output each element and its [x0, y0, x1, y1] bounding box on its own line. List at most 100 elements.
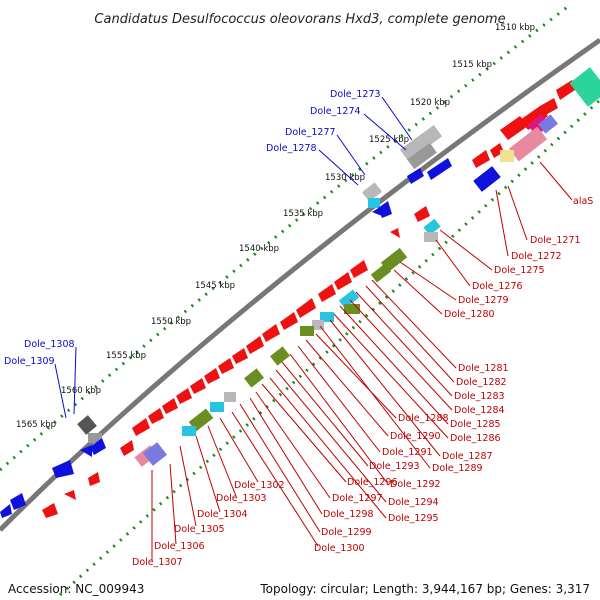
kbp-label: 1520 kbp	[410, 98, 450, 108]
leader-line	[231, 411, 319, 547]
kbp-label: 1530 kbp	[325, 173, 365, 183]
gene-label[interactable]: Dole_1278	[266, 143, 317, 154]
leader-line	[275, 369, 387, 503]
gene-label[interactable]: Dole_1292	[390, 479, 441, 490]
olive-feature	[270, 346, 290, 366]
leader-line	[289, 353, 389, 485]
outer-labels: Dole_1273 Dole_1274 Dole_1277 Dole_1278 …	[4, 89, 381, 367]
gene-label[interactable]: Dole_1300	[314, 543, 365, 554]
kbp-scale: 1510 kbp 1515 kbp 1520 kbp 1525 kbp 1530…	[16, 23, 535, 430]
kbp-label: 1565 kbp	[16, 420, 56, 430]
olive-feature	[188, 408, 214, 432]
grey-feature	[362, 182, 382, 202]
map-title: Candidatus Desulfococcus oleovorans Hxd3…	[94, 12, 505, 27]
reverse-gene	[80, 445, 92, 457]
gene-label[interactable]: Dole_1271	[530, 235, 581, 246]
cyan-feature	[320, 312, 334, 322]
gene-label[interactable]: alaS	[573, 196, 593, 207]
forward-gene	[540, 98, 558, 116]
reverse-gene	[473, 166, 501, 192]
grey-feature	[224, 392, 236, 402]
kbp-label: 1555 kbp	[106, 351, 146, 361]
gene-label[interactable]: Dole_1285	[450, 419, 501, 430]
gene-label[interactable]: Dole_1275	[494, 265, 545, 276]
leader-line	[355, 291, 453, 397]
pink-feature	[500, 150, 514, 162]
forward-gene	[42, 503, 58, 518]
gene-label[interactable]: Dole_1276	[472, 281, 523, 292]
gene-label[interactable]: Dole_1306	[154, 541, 205, 552]
cyan-feature	[423, 218, 441, 236]
gene-label[interactable]: Dole_1303	[216, 493, 267, 504]
leader-line	[349, 299, 453, 411]
gene-label[interactable]: Dole_1295	[388, 513, 439, 524]
leader-line	[315, 333, 397, 419]
outer-features	[0, 124, 452, 518]
leader-line	[73, 346, 77, 415]
kbp-label: 1535 kbp	[283, 209, 323, 219]
gene-label[interactable]: Dole_1273	[330, 89, 381, 100]
grey-feature	[407, 142, 437, 170]
gene-label[interactable]: Dole_1302	[234, 480, 285, 491]
leader-line	[371, 279, 457, 369]
leader-line	[261, 383, 347, 483]
green-feature	[569, 67, 600, 107]
gene-label[interactable]: Dole_1297	[332, 493, 383, 504]
leader-line	[507, 185, 528, 241]
gene-label[interactable]: Dole_1274	[310, 106, 361, 117]
leader-line	[495, 189, 509, 257]
gene-label[interactable]: Dole_1289	[432, 463, 483, 474]
gene-label[interactable]: Dole_1287	[442, 451, 493, 462]
forward-gene	[246, 336, 264, 354]
reverse-gene	[407, 168, 424, 184]
grey-feature	[538, 114, 558, 134]
gene-label[interactable]: Dole_1283	[454, 391, 505, 402]
gene-label[interactable]: Dole_1281	[458, 363, 509, 374]
gene-label[interactable]: Dole_1277	[285, 127, 336, 138]
forward-gene	[262, 324, 280, 342]
leader-line	[239, 403, 321, 533]
gene-label[interactable]: Dole_1309	[4, 356, 55, 367]
gene-label[interactable]: Dole_1280	[444, 309, 495, 320]
kbp-label: 1550 kbp	[151, 317, 191, 327]
gene-label[interactable]: Dole_1288	[398, 413, 449, 424]
reverse-gene	[52, 460, 74, 478]
gene-label[interactable]: Dole_1296	[347, 477, 398, 488]
inner-features	[120, 67, 600, 467]
forward-gene	[472, 150, 490, 168]
gene-label[interactable]: Dole_1299	[321, 527, 372, 538]
gene-label[interactable]: Dole_1304	[197, 509, 248, 520]
grey-feature	[399, 124, 443, 162]
gene-label[interactable]: Dole_1282	[456, 377, 507, 388]
gene-label[interactable]: Dole_1290	[390, 431, 441, 442]
leader-line	[439, 229, 493, 271]
reverse-gene	[427, 158, 452, 180]
gene-label[interactable]: Dole_1305	[174, 524, 225, 535]
forward-gene	[556, 80, 575, 100]
gene-label[interactable]: Dole_1291	[382, 447, 433, 458]
leader-line	[329, 319, 441, 457]
forward-gene	[176, 388, 192, 404]
gene-label[interactable]: Dole_1294	[388, 497, 439, 508]
forward-gene	[390, 228, 400, 238]
grey-feature	[88, 433, 102, 443]
forward-gene	[350, 260, 368, 278]
cyan-feature	[368, 198, 380, 208]
reverse-gene	[372, 207, 382, 216]
gene-label[interactable]: Dole_1286	[450, 433, 501, 444]
leader-line	[339, 305, 449, 425]
gene-label[interactable]: Dole_1279	[458, 295, 509, 306]
leader-line	[255, 391, 331, 499]
leader-line	[381, 96, 413, 141]
leader-line	[249, 397, 323, 515]
gene-label[interactable]: Dole_1298	[323, 509, 374, 520]
forward-gene	[520, 106, 548, 130]
forward-gene	[318, 284, 336, 302]
gene-label[interactable]: Dole_1293	[369, 461, 420, 472]
forward-gene	[500, 116, 528, 140]
gene-label[interactable]: Dole_1284	[454, 405, 505, 416]
gene-label[interactable]: Dole_1308	[24, 339, 75, 350]
gene-label[interactable]: Dole_1272	[511, 251, 562, 262]
gene-label[interactable]: Dole_1307	[132, 557, 183, 568]
